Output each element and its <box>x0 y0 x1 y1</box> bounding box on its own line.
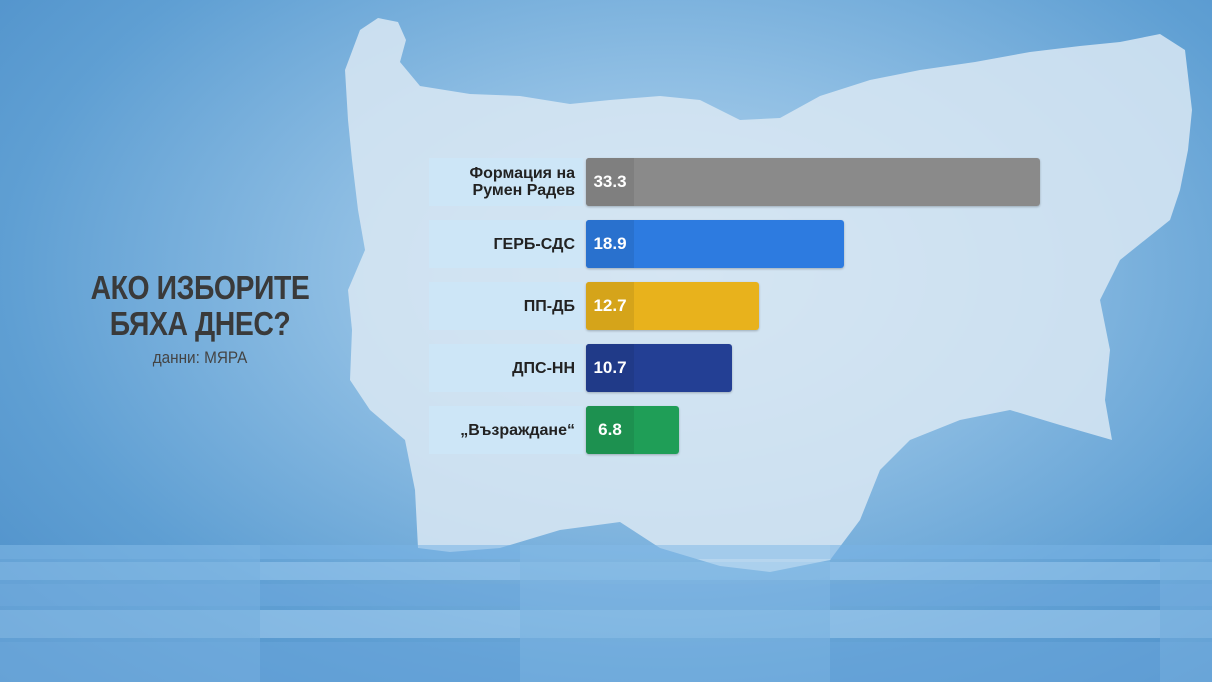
bar-category-label: ГЕРБ-СДС <box>429 220 583 268</box>
bar-category-label: ДПС-НН <box>429 344 583 392</box>
bar: 12.7 <box>586 282 759 330</box>
bar-value-label: 6.8 <box>598 420 622 439</box>
headline-block: АКО ИЗБОРИТЕ БЯХА ДНЕС? данни: МЯРА <box>40 270 360 368</box>
bar: 6.8 <box>586 406 679 454</box>
bar-value-label: 33.3 <box>593 172 627 191</box>
bar: 33.3 <box>586 158 1040 206</box>
data-source-label: данни: МЯРА <box>152 348 248 367</box>
bar-category-label: „Възраждане“ <box>429 406 583 454</box>
bar-category-label: ПП-ДБ <box>429 282 583 330</box>
bar-value-box <box>586 406 634 454</box>
bar-value-label: 18.9 <box>593 234 627 253</box>
bar-value-box <box>586 158 634 206</box>
bar-category-label: Формация на Румен Радев <box>429 158 583 206</box>
bar-value-label: 10.7 <box>593 358 627 377</box>
floor-checker-pattern <box>0 545 1212 682</box>
bar-value-box <box>586 282 634 330</box>
chart-title: АКО ИЗБОРИТЕ БЯХА ДНЕС? <box>90 269 310 342</box>
bar: 18.9 <box>586 220 844 268</box>
bar-value-label: 12.7 <box>593 296 627 315</box>
bar-value-box <box>586 220 634 268</box>
bar: 10.7 <box>586 344 732 392</box>
bar-value-box <box>586 344 634 392</box>
